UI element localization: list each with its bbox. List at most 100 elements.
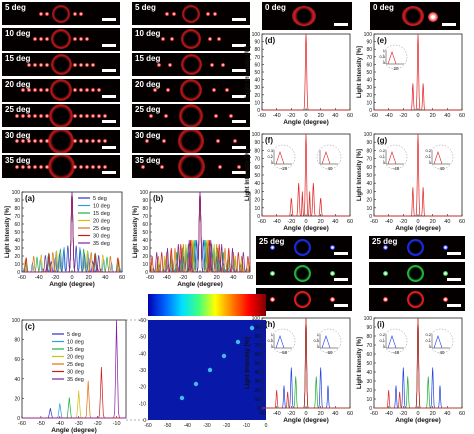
- central-spot: [50, 54, 72, 75]
- plot-frame: [261, 33, 351, 111]
- inset-x-tick-label: 40: [327, 166, 333, 171]
- diffraction-spot: [73, 113, 77, 118]
- diffraction-spot: [45, 62, 49, 67]
- y-tick-label: 30: [366, 85, 372, 91]
- diffraction-spot: [39, 37, 43, 41]
- scale-bar: [102, 69, 116, 72]
- diffraction-image: 5 deg: [2, 2, 120, 25]
- y-tick-label: 10: [254, 206, 260, 212]
- inset-y-tick-label: 0.1: [379, 154, 385, 159]
- y-tick-label: 0: [17, 416, 20, 422]
- image-label: 20 deg: [5, 79, 31, 89]
- y-tick-label: 70: [14, 214, 20, 220]
- y-tick-label: 0: [369, 406, 372, 412]
- color-diffraction-image: [256, 262, 352, 285]
- y-tick-label: 20: [142, 254, 148, 260]
- legend-label: 25 deg: [67, 362, 84, 368]
- inset-circle: [382, 44, 408, 70]
- diffraction-spot: [91, 164, 95, 169]
- diffraction-spot: [165, 11, 169, 16]
- inset-y-tick-label: 0.3: [267, 148, 273, 153]
- y-tick-label: 100: [12, 318, 21, 324]
- image-label: 25 deg: [372, 237, 398, 246]
- legend-label: 10 deg: [93, 204, 110, 210]
- inset-y-tick-label: 0: [317, 344, 320, 349]
- x-tick-label: -20: [399, 113, 407, 119]
- y-tick-label: 70: [366, 157, 372, 163]
- diffraction-spot: [383, 245, 388, 250]
- y-tick-label: 70: [142, 214, 148, 220]
- y-tick-label: 0: [369, 108, 372, 114]
- x-tick-label: 20: [214, 275, 220, 281]
- heatmap-spot: [179, 395, 185, 401]
- legend-label: 20 deg: [93, 219, 110, 225]
- inset-y-tick-label: 0: [271, 160, 274, 165]
- scale-bar: [334, 23, 348, 26]
- scale-bar: [447, 278, 461, 281]
- y-tick-label: -50: [139, 335, 146, 341]
- x-tick-label: 40: [332, 113, 338, 119]
- diffraction-spot: [85, 62, 89, 67]
- y-tick-label: 50: [366, 173, 372, 179]
- y-tick-label: 80: [142, 206, 148, 212]
- series-line: [149, 191, 251, 273]
- central-spot: [47, 155, 75, 178]
- diffraction-spot: [39, 113, 43, 118]
- inset-circle: [382, 144, 408, 170]
- y-tick-label: 90: [14, 198, 20, 204]
- legend-label: 5 deg: [67, 332, 81, 338]
- inset-peak: [387, 151, 397, 165]
- scale-bar: [102, 145, 116, 149]
- x-tick-label: -20: [94, 421, 102, 427]
- scale-bar: [232, 145, 246, 149]
- diffraction-spot: [45, 88, 49, 92]
- diffraction-spot: [73, 37, 77, 41]
- diffraction-image: 35 deg: [2, 155, 120, 178]
- diffraction-image: 10 deg: [132, 27, 250, 51]
- diffraction-spot: [27, 88, 31, 92]
- diffraction-spot: [33, 139, 37, 143]
- y-tick-label: 20: [14, 254, 20, 260]
- central-spot: [52, 4, 70, 23]
- panel-label: (f): [265, 136, 273, 145]
- inset-y-tick-label: 0.5: [267, 338, 273, 343]
- x-tick-label: 60: [459, 411, 465, 417]
- y-tick-label: 70: [366, 343, 372, 349]
- x-tick-label: -40: [385, 219, 393, 225]
- diffraction-spot: [79, 11, 83, 16]
- diffraction-spot: [237, 164, 241, 169]
- image-label: 15 deg: [135, 54, 161, 63]
- inset-peak: [321, 335, 331, 349]
- series-line: [22, 380, 126, 419]
- y-axis-label: Light Intensity [%]: [5, 206, 11, 258]
- y-tick-label: 50: [366, 70, 372, 76]
- series-line: [262, 33, 350, 111]
- inset-y-tick-label: 0: [383, 60, 386, 65]
- inset-y-tick-label: 0.1: [379, 338, 385, 343]
- inset-x-tick-label: -40: [393, 166, 400, 171]
- inset-y-tick-label: 0.2: [379, 332, 385, 337]
- legend-label: 15 deg: [93, 211, 110, 217]
- series-line: [374, 317, 462, 409]
- y-tick-label: 0: [145, 270, 148, 276]
- y-tick-label: 70: [366, 55, 372, 61]
- y-tick-label: 20: [254, 93, 260, 99]
- image-label: 30 deg: [5, 130, 31, 140]
- x-tick-label: 20: [318, 411, 324, 417]
- image-label: 10 deg: [5, 28, 31, 38]
- central-spot: [180, 54, 202, 75]
- scale-bar: [102, 18, 116, 21]
- series-line: [262, 317, 350, 409]
- x-tick-label: -40: [273, 411, 281, 417]
- inset-circle: [428, 328, 454, 354]
- y-tick-label: 70: [254, 157, 260, 163]
- diffraction-spot: [170, 37, 174, 41]
- x-tick-label: 0: [198, 275, 201, 281]
- diffraction-spot: [39, 11, 43, 16]
- inset-x-tick-label: 40: [439, 350, 445, 355]
- scale-bar: [334, 252, 348, 255]
- y-tick-label: 90: [366, 140, 372, 146]
- inset-y-tick-label: 0.2: [267, 154, 273, 159]
- diffraction-spot: [270, 297, 275, 302]
- diffraction-spot: [39, 164, 43, 169]
